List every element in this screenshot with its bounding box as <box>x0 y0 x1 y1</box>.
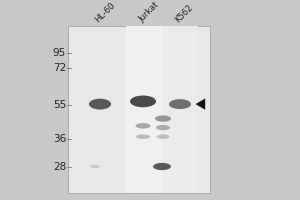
Polygon shape <box>196 99 205 109</box>
Ellipse shape <box>169 99 191 109</box>
Text: 55: 55 <box>53 100 66 110</box>
Ellipse shape <box>89 99 111 110</box>
Ellipse shape <box>136 123 151 129</box>
Ellipse shape <box>136 134 150 139</box>
Text: Jurkat: Jurkat <box>136 1 160 24</box>
Bar <box>126 26 162 193</box>
Bar <box>162 26 198 193</box>
Bar <box>68 26 210 193</box>
Ellipse shape <box>153 163 171 170</box>
Ellipse shape <box>156 125 170 130</box>
Ellipse shape <box>130 96 156 107</box>
Text: HL-60: HL-60 <box>94 1 117 24</box>
Ellipse shape <box>155 115 171 122</box>
Text: 72: 72 <box>53 63 66 73</box>
Ellipse shape <box>157 134 169 139</box>
Text: 95: 95 <box>53 48 66 58</box>
Text: K562: K562 <box>174 3 195 24</box>
Text: 36: 36 <box>53 134 66 144</box>
Text: 28: 28 <box>53 162 66 172</box>
Ellipse shape <box>90 165 100 168</box>
